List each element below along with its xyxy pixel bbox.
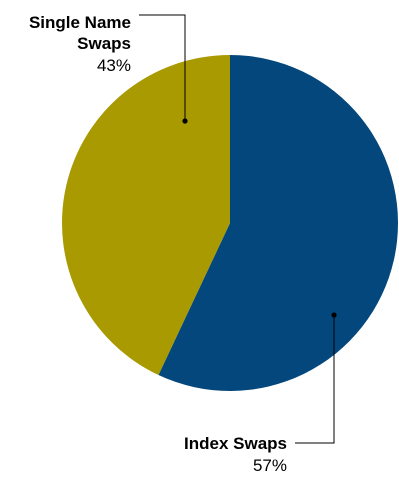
pie-slices <box>62 55 399 391</box>
label-group-index-swaps: Index Swaps 57% <box>184 312 337 475</box>
leader-dot-single-name-swaps <box>182 118 188 124</box>
slice-label-index-swaps: Index Swaps <box>184 434 287 453</box>
leader-line-index-swaps <box>295 315 335 444</box>
slice-label-single-name-swaps-line2: Swaps <box>77 34 131 53</box>
slice-percent-index-swaps: 57% <box>253 456 287 475</box>
label-group-single-name-swaps: Single Name Swaps 43% <box>29 13 188 124</box>
slice-label-single-name-swaps-line1: Single Name <box>29 13 131 32</box>
leader-line-single-name-swaps <box>139 14 186 121</box>
pie-slice-index-swaps <box>158 55 399 391</box>
leader-dot-index-swaps <box>331 312 337 318</box>
slice-percent-single-name-swaps: 43% <box>97 56 131 75</box>
pie-slice-single-name-swaps <box>62 55 230 376</box>
